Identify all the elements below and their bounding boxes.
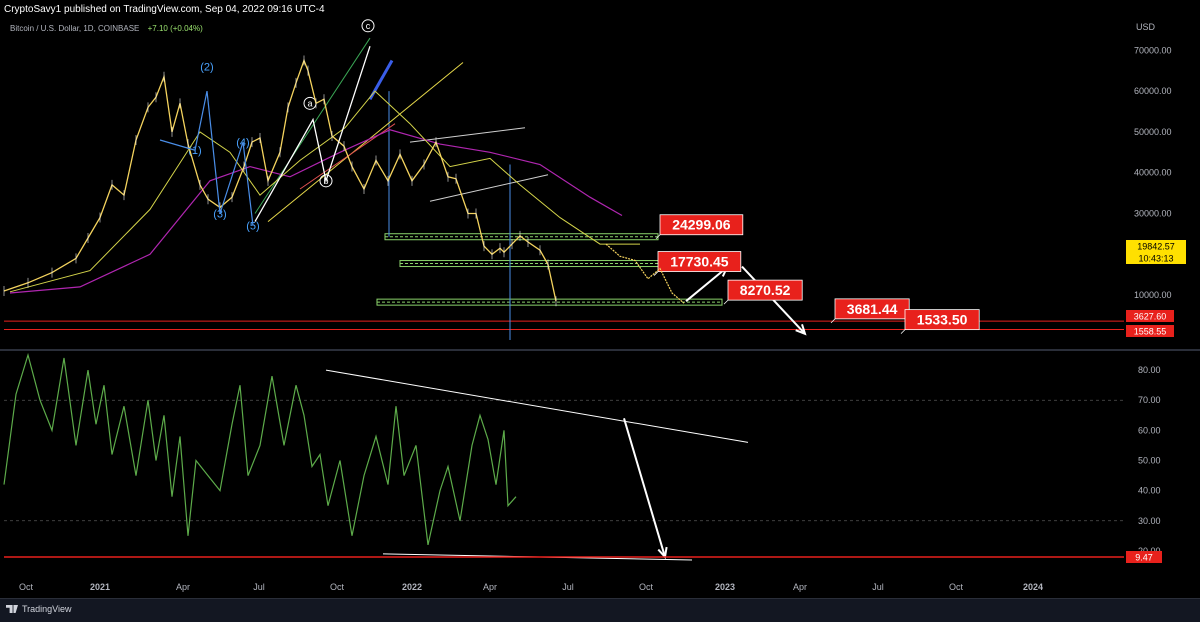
rsi-tick-label: 80.00 — [1138, 365, 1161, 375]
level-label-pointer — [655, 234, 661, 240]
wave-label: a — [307, 98, 312, 108]
time-tick-label: Apr — [483, 582, 497, 592]
level-label-pointer — [900, 329, 906, 334]
rsi-tick-label: 40.00 — [1138, 486, 1161, 496]
arrow-shaft — [623, 418, 666, 558]
rsi-tick-label: 50.00 — [1138, 455, 1161, 465]
price-tick-label: 30000.00 — [1134, 208, 1172, 218]
rsi-line — [3, 352, 517, 546]
wave-path — [159, 90, 254, 226]
footer-bar — [0, 598, 1200, 622]
symbol-label: Bitcoin / U.S. Dollar, 1D, COINBASE — [10, 24, 140, 33]
time-tick-label: Oct — [639, 582, 654, 592]
price-tick-label: 70000.00 — [1134, 45, 1172, 55]
level-box — [399, 260, 689, 268]
rsi-grid — [4, 399, 1124, 522]
rsi-target-label: 9.47 — [1135, 553, 1153, 563]
price-change: +7.10 (+0.04%) — [147, 24, 203, 33]
rsi-overlays — [4, 369, 1124, 561]
time-tick-label: 2021 — [90, 582, 110, 592]
rsi-series — [3, 352, 517, 546]
level-label-pointer — [830, 318, 836, 324]
price-tick-label: 10000.00 — [1134, 290, 1172, 300]
axis-price-label: 19842.57 — [1137, 242, 1175, 252]
axis-target-label-bg — [1126, 310, 1174, 322]
time-tick-label: 2022 — [402, 582, 422, 592]
wave-label-circle — [319, 174, 333, 188]
chart-svg[interactable]: (2)(1)(4)(3)(5)abc24299.0617730.458270.5… — [0, 0, 1200, 598]
channel-line-white — [429, 174, 549, 202]
level-label-box — [657, 251, 742, 272]
time-tick-label: 2024 — [1023, 582, 1043, 592]
wave-label: (3) — [213, 208, 226, 220]
symbol-line: Bitcoin / U.S. Dollar, 1D, COINBASE +7.1… — [10, 24, 203, 33]
rsi-axis: 20.00 30.00 40.00 50.00 60.00 70.00 80.00 9.47 — [1126, 365, 1162, 563]
abc-path — [254, 45, 371, 222]
ma-long-line — [9, 129, 623, 294]
time-axis: Oct 2021 Apr Jul Oct 2022 Apr Jul Oct 2023 Apr Jul O… — [19, 582, 1043, 592]
wave-label: (5) — [246, 221, 259, 233]
channel-line-green — [254, 37, 371, 214]
level-label-box — [834, 298, 910, 320]
currency-label: USD — [1136, 22, 1156, 32]
level-label: 24299.06 — [672, 217, 731, 233]
axis-target-label-bg — [1126, 325, 1174, 337]
tradingview-brand: TradingView — [22, 604, 72, 614]
level-label: 17730.45 — [670, 254, 729, 270]
tradingview-logo: TradingView — [6, 604, 72, 614]
rsi-tick-label: 30.00 — [1138, 516, 1161, 526]
wave-label-circle — [361, 19, 375, 33]
rsi-tick-label: 70.00 — [1138, 395, 1161, 405]
level-label: 1533.50 — [917, 312, 968, 328]
wave-label: (2) — [200, 62, 213, 74]
level-label-pointer — [723, 299, 729, 305]
time-tick-label: Jul — [562, 582, 574, 592]
channel-line-white — [409, 127, 526, 143]
rsi-resistance-line — [325, 369, 749, 443]
time-tick-label: Apr — [176, 582, 190, 592]
publisher-line: CryptoSavy1 published on TradingView.com… — [4, 4, 325, 15]
tradingview-logo-icon — [6, 605, 18, 613]
projection-path — [605, 243, 685, 304]
price-line — [3, 58, 557, 302]
price-series — [3, 45, 685, 307]
axis-target-label: 3627.60 — [1134, 312, 1167, 322]
rsi-tick-label: 60.00 — [1138, 425, 1161, 435]
price-tick-label: 40000.00 — [1134, 168, 1172, 178]
arrow-head — [795, 323, 807, 336]
time-tick-label: Oct — [19, 582, 34, 592]
rsi-tick-label: 20.00 — [1138, 546, 1161, 556]
level-label: 3681.44 — [847, 301, 898, 317]
price-axis: USD10000.0020000.0030000.0040000.0050000… — [1126, 22, 1186, 337]
time-tick-label: Apr — [793, 582, 807, 592]
level-label-pointer — [653, 271, 659, 276]
level-label-box — [904, 309, 980, 331]
rsi-target-label-bg — [1126, 551, 1162, 563]
price-tick-label: 60000.00 — [1134, 86, 1172, 96]
wave-label: c — [366, 21, 371, 31]
time-tick-label: Jul — [872, 582, 884, 592]
ma-short-line — [9, 90, 640, 293]
level-label: 8270.52 — [740, 282, 791, 298]
price-tick-label: 50000.00 — [1134, 127, 1172, 137]
axis-price-label: 10:43:13 — [1138, 254, 1173, 264]
axis-price-label-bg — [1126, 240, 1186, 252]
axis-target-label: 1558.55 — [1134, 327, 1167, 337]
time-tick-label: 2023 — [715, 582, 735, 592]
time-tick-label: Jul — [253, 582, 265, 592]
time-tick-label: Oct — [330, 582, 345, 592]
level-label-box — [659, 214, 744, 236]
level-label-box — [727, 279, 803, 301]
price-overlays: (2)(1)(4)(3)(5)abc24299.0617730.458270.5… — [4, 19, 1124, 340]
arrow-shaft — [685, 266, 728, 302]
channel-line-yellow — [267, 62, 464, 223]
time-tick-label: Oct — [949, 582, 964, 592]
axis-price-label-bg — [1126, 252, 1186, 264]
